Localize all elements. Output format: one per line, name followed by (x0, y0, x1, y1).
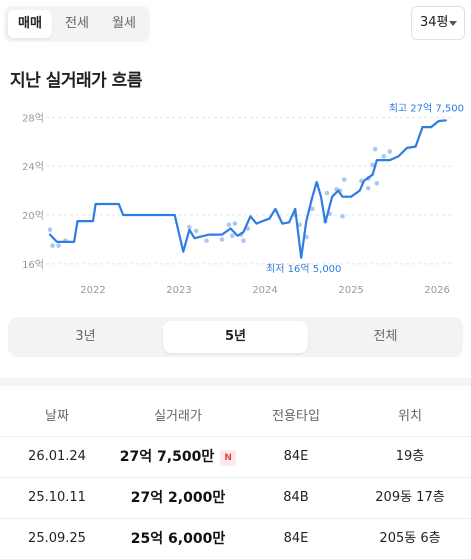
table-row[interactable]: 25.09.25 25억 6,000만 84E 205동 6층 (0, 519, 471, 560)
y-tick-label: 28억 (22, 112, 44, 124)
price-line (48, 119, 447, 259)
scatter-point (187, 224, 192, 230)
max-price-label: 최고 27억 7,500 (389, 102, 464, 114)
row-price-cell: 27억 2,000만 (112, 478, 244, 519)
scatter-point (374, 180, 380, 186)
transaction-table: 날짜 실거래가 전용타입 위치 26.01.24 27억 7,500만 N 84E… (0, 398, 471, 560)
scatter-point (370, 162, 375, 168)
section-divider (0, 378, 471, 386)
scatter-point (341, 177, 347, 182)
x-tick-label: 2026 (424, 285, 449, 296)
y-tick-label: 20억 (22, 210, 44, 222)
x-tick-label: 2025 (338, 285, 363, 296)
row-type: 84E (283, 531, 309, 546)
top-bar: 매매 전세 월세 34평 (0, 0, 471, 60)
table-row[interactable]: 25.10.11 27억 2,000만 84B 209동 17층 (0, 478, 471, 519)
tab-monthly-rent[interactable]: 월세 (112, 16, 136, 31)
scatter-point (232, 221, 238, 226)
header-type: 전용타입 (272, 409, 320, 424)
section-title: 지난 실거래가 흐름 (10, 71, 142, 91)
y-tick-label: 24억 (22, 161, 44, 173)
scatter-point (387, 149, 393, 154)
scatter-point (193, 228, 199, 234)
row-price: 27억 7,500만 (119, 449, 215, 465)
x-tick-label: 2022 (80, 285, 105, 296)
tab-jeonse[interactable]: 전세 (65, 16, 89, 31)
scatter-point (381, 154, 387, 159)
transaction-type-tabs: 매매 전세 월세 (4, 6, 150, 42)
scatter-point (50, 243, 55, 248)
header-date: 날짜 (45, 409, 69, 424)
new-badge: N (220, 450, 237, 466)
row-price: 25억 6,000만 (130, 531, 226, 547)
row-type: 84B (283, 490, 309, 505)
scatter-point (365, 185, 371, 191)
price-trend-chart: 28억 24억 20억 16억 2022 2023 2024 2025 2026 최고 27억 7… (22, 102, 464, 296)
scatter-point (340, 213, 345, 219)
caret-down-icon (449, 21, 457, 26)
range-tab-all[interactable]: 전체 (373, 329, 398, 344)
x-tick-label: 2024 (252, 285, 277, 296)
row-location: 19층 (395, 449, 425, 464)
range-tab-3y[interactable]: 3년 (75, 329, 96, 344)
scatter-point (230, 233, 235, 239)
scatter-point (204, 238, 209, 243)
scatter-point (47, 227, 53, 232)
scatter-point (56, 243, 61, 248)
scatter-point (226, 222, 232, 228)
row-date: 26.01.24 (28, 449, 86, 464)
scatter-point (324, 190, 330, 196)
table-row[interactable]: 26.01.24 27억 7,500만 N 84E 19층 (0, 437, 471, 478)
header-price: 실거래가 (154, 409, 202, 424)
table-header: 날짜 실거래가 전용타입 위치 (0, 398, 471, 437)
size-select[interactable]: 34평 (411, 6, 465, 40)
size-select-value: 34평 (420, 15, 449, 30)
x-tick-label: 2023 (166, 285, 191, 296)
row-price-cell: 27억 7,500만 N (112, 437, 244, 478)
range-tabs: 3년 5년 전체 (8, 317, 463, 357)
row-date: 25.10.11 (28, 490, 86, 505)
header-location: 위치 (398, 409, 422, 424)
row-location: 205동 6층 (379, 531, 441, 546)
row-location: 209동 17층 (375, 490, 445, 505)
min-price-label: 최저 16억 5,000 (266, 263, 341, 275)
scatter-point (372, 146, 378, 152)
scatter-point (241, 238, 246, 243)
row-type: 84E (283, 449, 309, 464)
row-price: 27억 2,000만 (130, 490, 226, 506)
y-tick-label: 16억 (22, 259, 44, 271)
row-price-cell: 25억 6,000만 (112, 519, 244, 560)
row-date: 25.09.25 (28, 531, 86, 546)
scatter-point (219, 237, 225, 242)
scatter-point (310, 206, 315, 212)
range-tab-5y[interactable]: 5년 (163, 321, 308, 353)
tab-sale[interactable]: 매매 (8, 10, 52, 38)
